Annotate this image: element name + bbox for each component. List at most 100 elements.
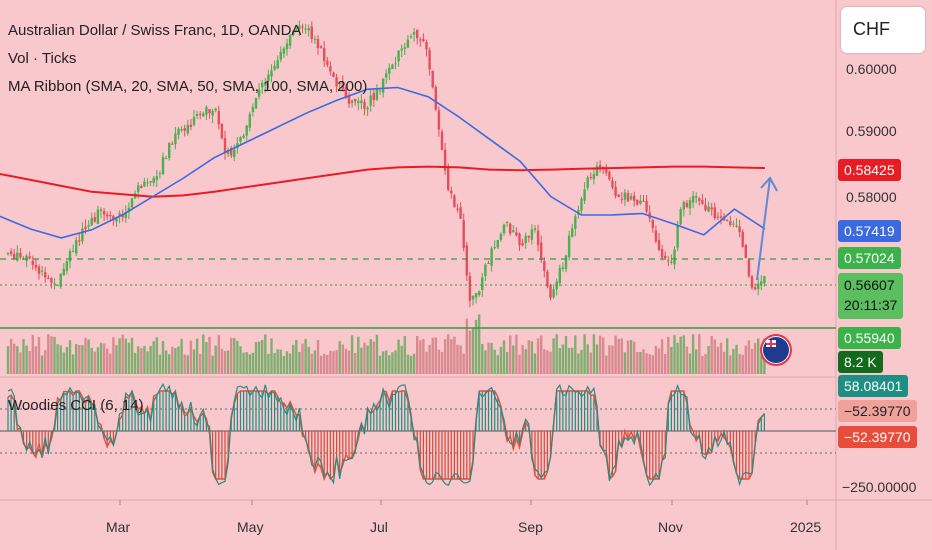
- cci-hist-bar: [537, 431, 539, 479]
- australia-flag-icon[interactable]: [760, 334, 792, 366]
- volume-bar: [732, 348, 735, 374]
- volume-bar: [109, 353, 112, 374]
- candle-body: [536, 230, 540, 245]
- cci-hist-bar: [763, 413, 765, 431]
- currency-button[interactable]: CHF: [841, 7, 925, 53]
- cci-hist-bar: [754, 431, 756, 446]
- cci-hist-bar: [243, 391, 245, 431]
- volume-bar: [230, 337, 233, 374]
- symbol-legend[interactable]: Australian Dollar / Swiss Franc, 1D, OAN…: [8, 22, 302, 39]
- volume-bar: [261, 340, 264, 374]
- candle-body: [543, 261, 546, 271]
- candle-body: [719, 216, 723, 218]
- volume-legend[interactable]: Vol · Ticks: [8, 50, 77, 67]
- candle-body: [453, 195, 456, 208]
- cci-hist-bar: [379, 400, 381, 431]
- cci-hist-bar: [596, 412, 598, 431]
- candle-body: [468, 276, 472, 301]
- volume-bar: [505, 351, 509, 374]
- volume-bar: [292, 344, 295, 374]
- volume-bar: [592, 334, 596, 374]
- volume-bar: [524, 349, 527, 374]
- cci-hist-bar: [646, 431, 648, 475]
- time-label-nov: Nov: [658, 519, 683, 535]
- candle-body: [679, 209, 682, 225]
- cci-hist-bar: [314, 431, 316, 473]
- volume-bar: [112, 337, 115, 374]
- cci-hist-bar: [729, 431, 731, 448]
- turbo-cci-line: [7, 382, 765, 487]
- candle-body: [412, 32, 416, 35]
- volume-bar: [512, 345, 515, 374]
- volume-bar: [130, 337, 134, 374]
- cci-hist-bar: [215, 431, 217, 479]
- volume-bar: [757, 338, 760, 374]
- cci-hist-bar: [305, 431, 307, 438]
- cci-hist-bar: [205, 418, 207, 431]
- volume-bar: [673, 335, 676, 374]
- candle-body: [608, 171, 611, 180]
- volume-bar: [425, 351, 428, 374]
- volume-bar: [450, 339, 453, 374]
- volume-bar: [735, 344, 738, 374]
- volume-bar: [149, 345, 152, 374]
- candle-body: [301, 26, 304, 28]
- candle-body: [180, 129, 183, 131]
- candle-body: [459, 207, 462, 219]
- volume-bar: [59, 345, 62, 374]
- candle-body: [211, 110, 214, 116]
- cci-hist-bar: [60, 400, 62, 431]
- volume-bar: [403, 336, 406, 374]
- candle-body: [524, 235, 527, 244]
- volume-bar: [558, 348, 561, 374]
- cci-hist-bar: [81, 396, 83, 431]
- candle-body: [571, 228, 574, 237]
- volume-bar: [577, 353, 580, 374]
- cci-hist-bar: [156, 394, 158, 431]
- volume-bar: [664, 354, 667, 374]
- cci-hist-bar: [373, 410, 375, 431]
- candle-body: [763, 276, 766, 283]
- candle-body: [478, 291, 481, 295]
- candle-body: [347, 95, 351, 104]
- cci-hist-bar: [453, 431, 455, 479]
- volume-bar: [248, 354, 251, 374]
- cci-hist-bar: [224, 431, 226, 479]
- volume-bar: [571, 347, 574, 374]
- candle-body: [226, 150, 230, 155]
- candle-body: [521, 243, 524, 246]
- candle-body: [282, 48, 286, 54]
- cci-legend[interactable]: Woodies CCI (6, 14): [8, 397, 144, 414]
- volume-bar: [189, 340, 193, 374]
- candle-body: [127, 207, 131, 212]
- candle-body: [688, 200, 692, 209]
- candle-body: [509, 223, 512, 234]
- volume-bar: [605, 355, 608, 374]
- volume-bar: [90, 347, 93, 374]
- turbo-cci-tag-1: −52.39770: [838, 400, 917, 422]
- volume-bar: [195, 338, 199, 374]
- ma-ribbon-legend[interactable]: MA Ribbon (SMA, 20, SMA, 50, SMA, 100, S…: [8, 78, 368, 95]
- candle-body: [707, 206, 710, 212]
- cci-hist-bar: [246, 391, 248, 431]
- candle-body: [174, 133, 177, 145]
- candle-body: [285, 43, 289, 50]
- candle-body: [357, 101, 360, 104]
- candle-body: [316, 38, 320, 48]
- volume-bar: [685, 346, 689, 374]
- candle-body: [292, 31, 295, 36]
- volume-bar: [623, 352, 627, 374]
- volume-bar: [360, 347, 363, 374]
- cci-hist-bar: [264, 391, 266, 431]
- cci-hist-bar: [69, 391, 71, 431]
- cci-hist-bar: [742, 431, 744, 479]
- volume-bar: [354, 353, 357, 374]
- candle-body: [462, 220, 465, 248]
- cci-hist-bar: [261, 391, 263, 431]
- volume-bar: [695, 349, 698, 374]
- time-label-2025: 2025: [790, 519, 822, 535]
- cci-hist-bar: [367, 408, 369, 431]
- candle-body: [62, 268, 65, 275]
- cci-hist-bar: [422, 431, 424, 479]
